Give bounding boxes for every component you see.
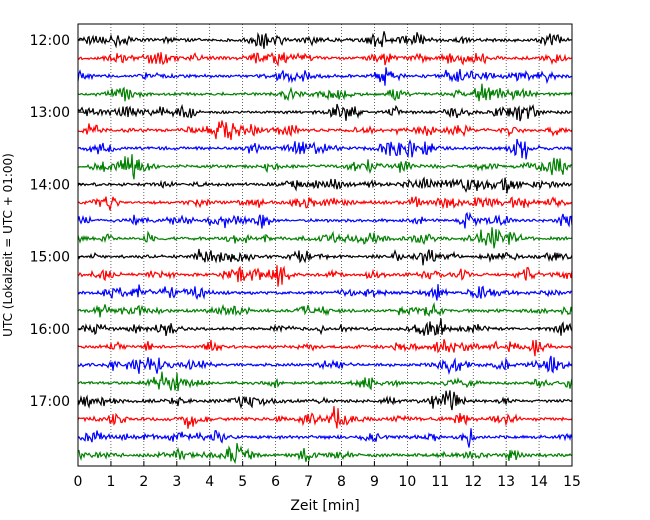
trace-1345: [77, 154, 573, 180]
trace-1230: [77, 67, 573, 86]
trace-1500: [77, 248, 573, 266]
trace-1745: [77, 443, 573, 465]
x-tick-label: 0: [74, 474, 83, 490]
x-axis-label: Zeit [min]: [290, 498, 359, 514]
trace-1300: [77, 103, 573, 122]
trace-1615: [77, 339, 573, 357]
trace-1530: [77, 284, 573, 301]
y-tick-label: 12:00: [30, 33, 70, 49]
y-tick-label: 16:00: [30, 322, 70, 338]
x-tick-label: 11: [431, 474, 449, 490]
y-tick-label: 14:00: [30, 177, 70, 193]
trace-1715: [77, 406, 573, 429]
y-axis-label: UTC (Lokalzeit = UTC + 01:00): [1, 153, 15, 337]
x-tick-label: 8: [337, 474, 346, 490]
trace-1600: [77, 318, 573, 337]
plot-frame: [77, 23, 573, 467]
x-tick-label: 13: [497, 474, 515, 490]
x-tick-label: 9: [370, 474, 379, 490]
trace-1730: [77, 428, 573, 448]
y-tick-label: 15:00: [30, 250, 70, 266]
trace-1515: [77, 265, 573, 287]
trace-1645: [77, 371, 573, 392]
x-tick-label: 7: [304, 474, 313, 490]
x-tick-label: 1: [106, 474, 115, 490]
trace-group: [77, 31, 573, 465]
x-tick-label: 12: [464, 474, 482, 490]
trace-1215: [77, 51, 573, 67]
trace-1245: [77, 83, 573, 102]
trace-1545: [77, 301, 573, 318]
trace-1315: [77, 120, 573, 141]
x-tick-label: 14: [530, 474, 548, 490]
x-tick-label: 15: [563, 474, 581, 490]
trace-1445: [77, 227, 573, 249]
x-tick-label: 10: [398, 474, 416, 490]
trace-1200: [77, 31, 573, 49]
trace-1630: [77, 355, 573, 376]
y-axis: 12:00 13:00 14:00 15:00 16:00 17:00: [30, 33, 83, 410]
x-axis: 0 1 2 3 4 5 6 7 8 9 10 11 12 13 14 15: [74, 461, 581, 490]
y-tick-label: 17:00: [30, 394, 70, 410]
x-tick-label: 6: [271, 474, 280, 490]
trace-1700: [77, 390, 573, 411]
trace-1430: [77, 211, 573, 229]
y-tick-label: 13:00: [30, 105, 70, 121]
trace-1415: [77, 196, 573, 211]
trace-1330: [77, 138, 573, 160]
x-tick-label: 4: [205, 474, 214, 490]
x-tick-label: 5: [238, 474, 247, 490]
x-tick-label: 3: [172, 474, 181, 490]
trace-1400: [77, 176, 573, 194]
x-tick-label: 2: [139, 474, 148, 490]
